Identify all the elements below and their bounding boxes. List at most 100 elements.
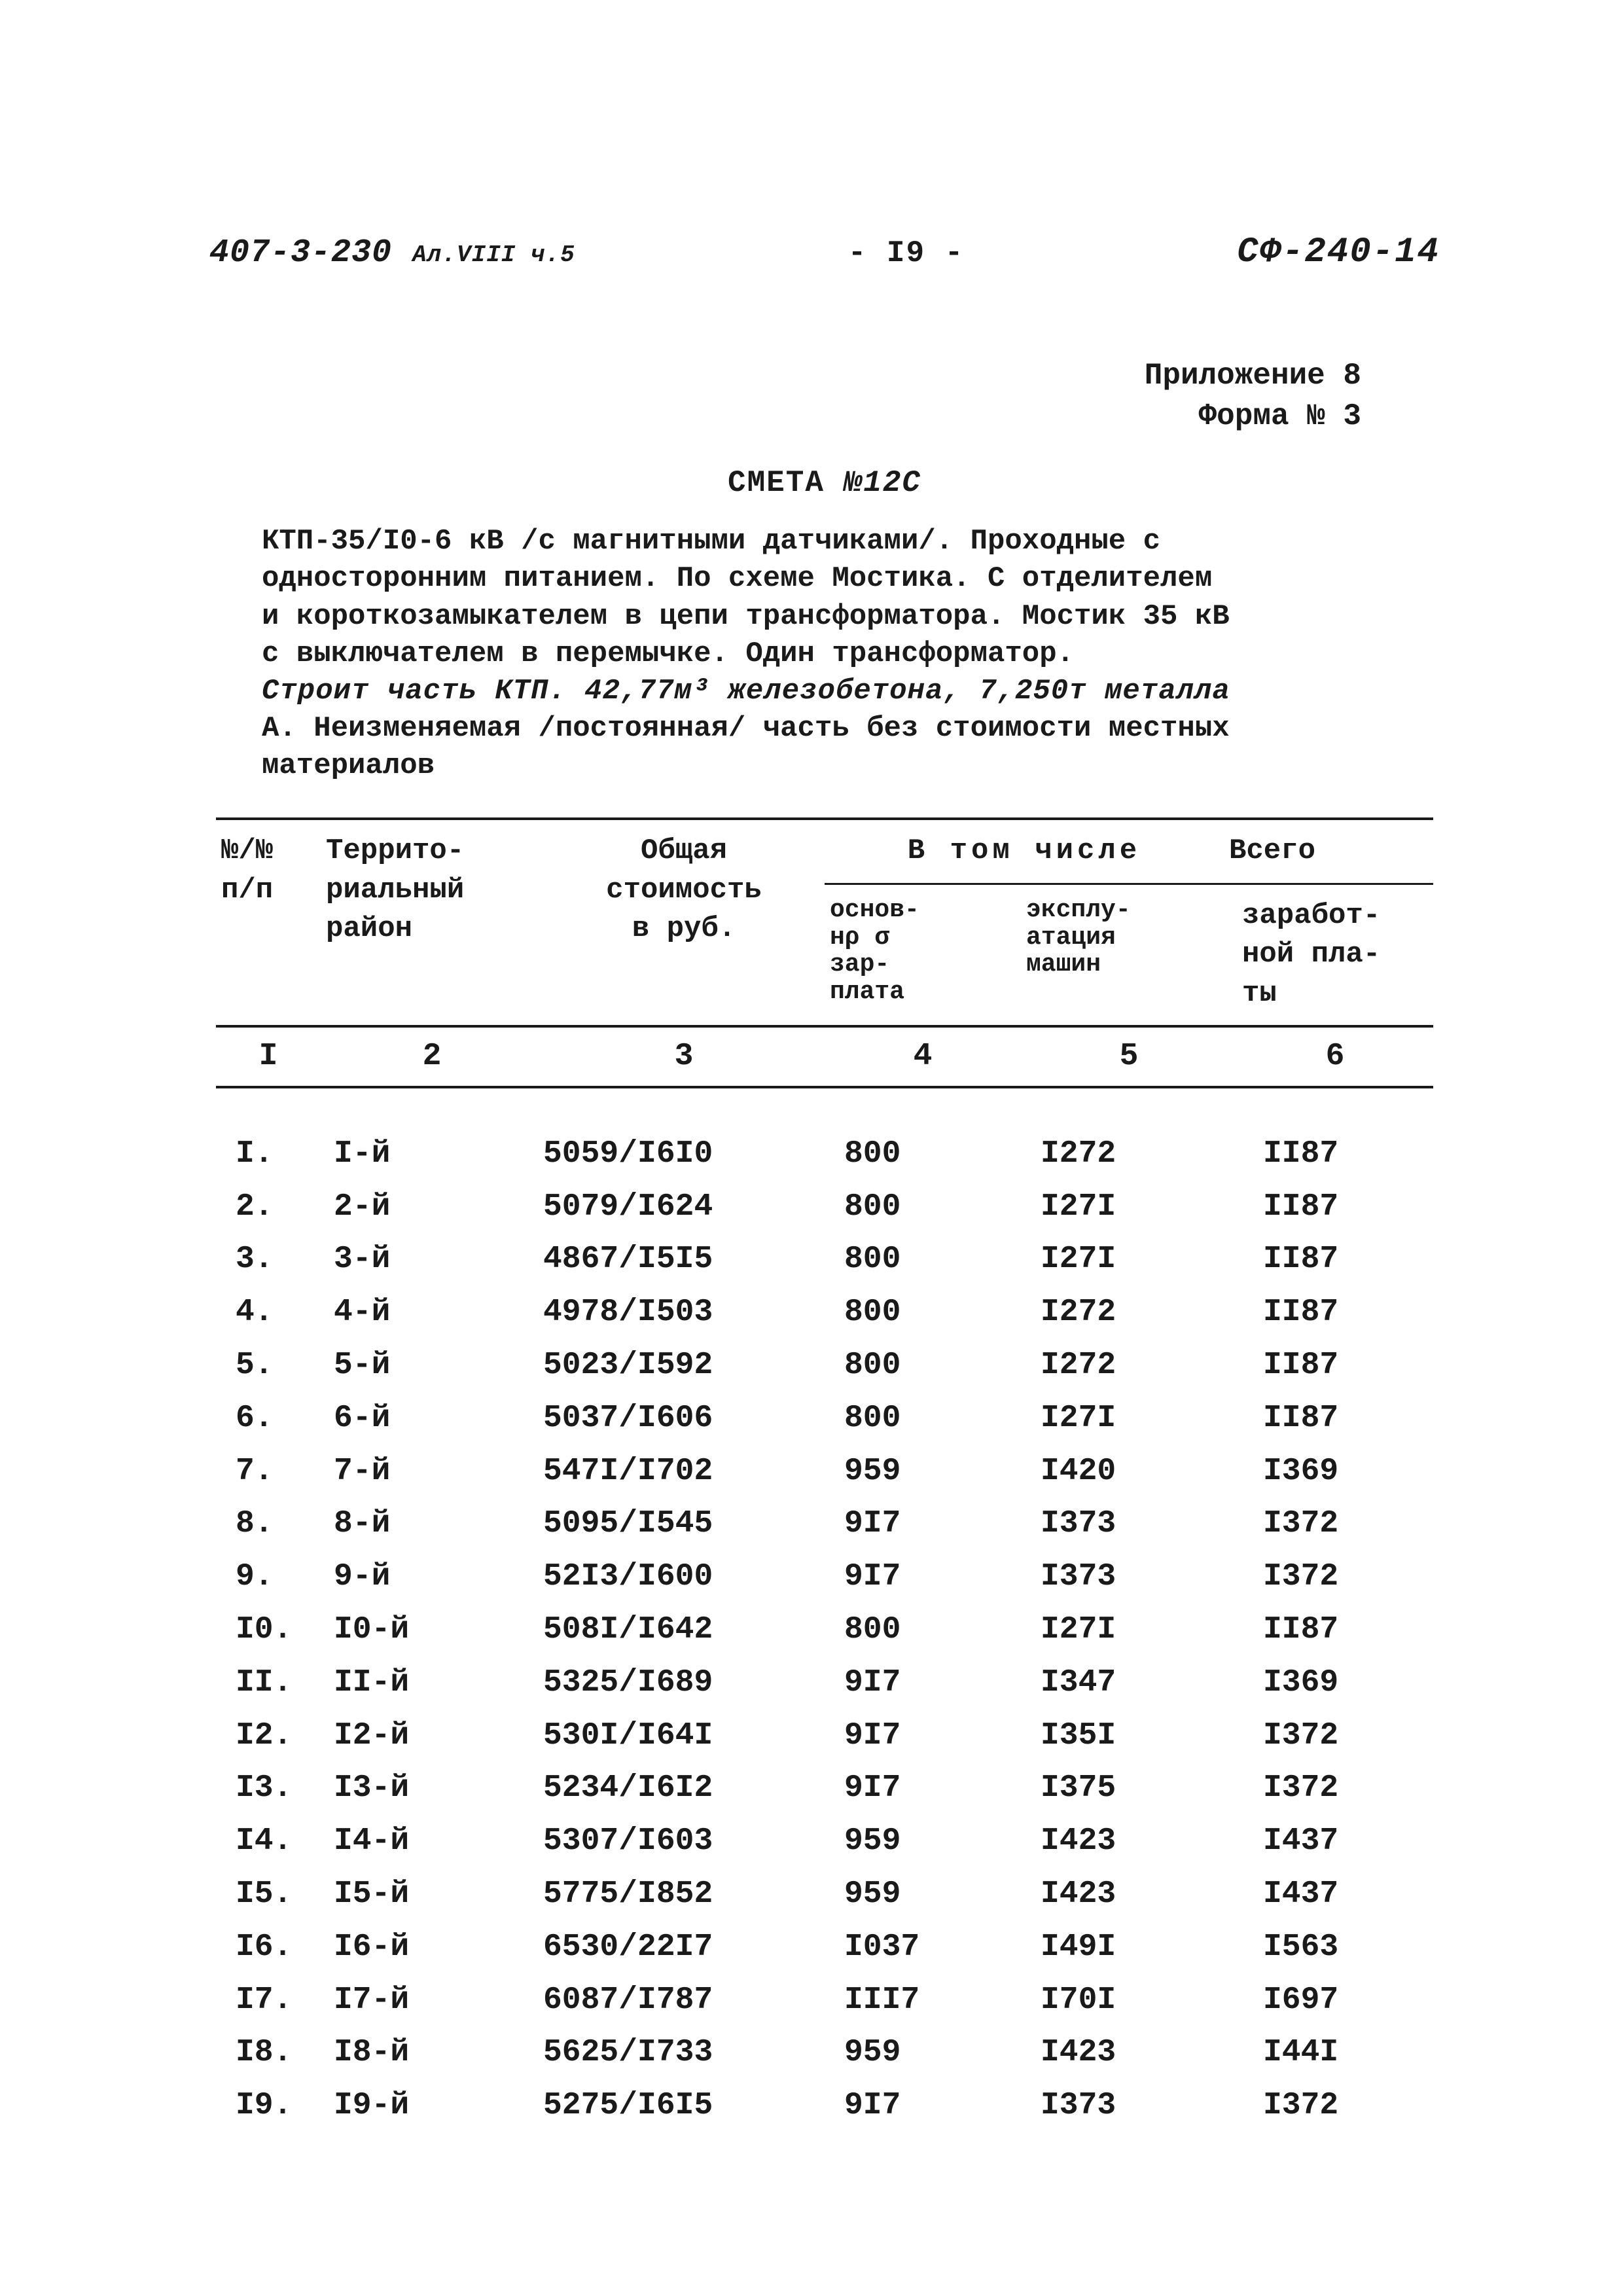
desc-line-italic: Строит часть КТП. 42,77м³ железобетона, … xyxy=(262,673,1414,710)
appendix-block: Приложение 8 Форма № 3 xyxy=(209,355,1440,437)
doc-code-left-sub: Ал.VIII ч.5 xyxy=(412,242,575,268)
cell-ekspl: I49I xyxy=(1021,1926,1237,1969)
table-body: I.I-й5059/I6I0800I272II872.2-й5079/I6248… xyxy=(216,1128,1433,2132)
estimate-table: №/№ п/п Террито- риальный район Общая ст… xyxy=(216,817,1433,2132)
page-header: 407-3-230 Ал.VIII ч.5 - I9 - СФ-240-14 xyxy=(209,229,1440,277)
desc-line: и короткозамыкателем в цепи трансформато… xyxy=(262,598,1414,636)
cell-ekspl: I27I xyxy=(1021,1186,1237,1229)
cell-vsego: I369 xyxy=(1237,1662,1433,1704)
table-row: 9.9-й52I3/I6009I7I373I372 xyxy=(216,1551,1433,1604)
th-text: атация xyxy=(1026,924,1232,952)
table-row: I4.I4-й5307/I603959I423I437 xyxy=(216,1815,1433,1868)
cell-region: 7-й xyxy=(321,1450,543,1493)
th-text: эксплу- xyxy=(1026,897,1232,924)
desc-line: КТП-35/I0-6 кВ /с магнитными датчиками/.… xyxy=(262,523,1414,560)
th-col6-top: Всего xyxy=(1224,820,1433,882)
cell-osnov: 800 xyxy=(825,1609,1021,1651)
cell-osnov: 800 xyxy=(825,1186,1021,1229)
th-text: стоимость xyxy=(548,871,819,910)
cell-vsego: II87 xyxy=(1237,1609,1433,1651)
cell-total: 5023/I592 xyxy=(543,1344,825,1387)
th-text: п/п xyxy=(221,871,315,910)
cell-index: 2. xyxy=(216,1186,321,1229)
cell-osnov: III7 xyxy=(825,1979,1021,2022)
cell-index: I4. xyxy=(216,1820,321,1863)
cell-osnov: 959 xyxy=(825,1820,1021,1863)
cell-vsego: I372 xyxy=(1237,1503,1433,1545)
cell-index: I5. xyxy=(216,1873,321,1916)
cell-region: 6-й xyxy=(321,1397,543,1440)
cell-index: 6. xyxy=(216,1397,321,1440)
cell-index: I8. xyxy=(216,2032,321,2074)
table-row: 2.2-й5079/I624800I27III87 xyxy=(216,1181,1433,1234)
th-col1: №/№ п/п xyxy=(216,820,321,1025)
colnum: 4 xyxy=(825,1035,1021,1078)
cell-vsego: I372 xyxy=(1237,1767,1433,1810)
cell-ekspl: I272 xyxy=(1021,1344,1237,1387)
doc-code-left: 407-3-230 xyxy=(209,234,392,272)
th-text: район xyxy=(326,910,538,948)
th-text: зар- xyxy=(830,951,1016,978)
table-row: II.II-й5325/I6899I7I347I369 xyxy=(216,1657,1433,1710)
table-row: I7.I7-й6087/I787III7I70II697 xyxy=(216,1974,1433,2027)
th-text: №/№ xyxy=(221,832,315,870)
cell-ekspl: I35I xyxy=(1021,1715,1237,1757)
cell-osnov: 9I7 xyxy=(825,1556,1021,1598)
cell-ekspl: I27I xyxy=(1021,1397,1237,1440)
description-block: КТП-35/I0-6 кВ /с магнитными датчиками/.… xyxy=(262,523,1414,785)
cell-total: 4978/I503 xyxy=(543,1291,825,1334)
title-number: №12С xyxy=(844,466,921,500)
cell-vsego: I437 xyxy=(1237,1873,1433,1916)
desc-line: односторонним питанием. По схеме Мостика… xyxy=(262,560,1414,598)
table-header-row: №/№ п/п Террито- риальный район Общая ст… xyxy=(216,817,1433,1025)
cell-index: I. xyxy=(216,1133,321,1175)
desc-line: А. Неизменяемая /постоянная/ часть без с… xyxy=(262,710,1414,747)
table-row: I8.I8-й5625/I733959I423I44I xyxy=(216,2026,1433,2079)
cell-osnov: 800 xyxy=(825,1133,1021,1175)
table-row: I9.I9-й5275/I6I59I7I373I372 xyxy=(216,2079,1433,2132)
th-text: ты xyxy=(1242,975,1428,1013)
cell-vsego: I369 xyxy=(1237,1450,1433,1493)
cell-index: 4. xyxy=(216,1291,321,1334)
cell-osnov: 800 xyxy=(825,1291,1021,1334)
cell-region: 2-й xyxy=(321,1186,543,1229)
cell-region: I3-й xyxy=(321,1767,543,1810)
cell-index: I6. xyxy=(216,1926,321,1969)
th-text: заработ- xyxy=(1242,897,1428,935)
cell-index: II. xyxy=(216,1662,321,1704)
cell-ekspl: I272 xyxy=(1021,1291,1237,1334)
th-col3: Общая стоимость в руб. xyxy=(543,820,825,1025)
cell-osnov: 9I7 xyxy=(825,1662,1021,1704)
th-col6: заработ- ной пла- ты xyxy=(1237,885,1433,1025)
cell-region: I0-й xyxy=(321,1609,543,1651)
colnum: 5 xyxy=(1021,1035,1237,1078)
th-text: основ- xyxy=(830,897,1016,924)
table-row: I.I-й5059/I6I0800I272II87 xyxy=(216,1128,1433,1181)
cell-region: 8-й xyxy=(321,1503,543,1545)
table-row: 7.7-й547I/I702959I420I369 xyxy=(216,1445,1433,1498)
cell-vsego: I563 xyxy=(1237,1926,1433,1969)
cell-ekspl: I420 xyxy=(1021,1450,1237,1493)
cell-ekspl: I373 xyxy=(1021,1503,1237,1545)
table-row: I3.I3-й5234/I6I29I7I375I372 xyxy=(216,1762,1433,1815)
table-row: 5.5-й5023/I592800I272II87 xyxy=(216,1339,1433,1392)
th-text: плата xyxy=(830,978,1016,1006)
appendix-line1: Приложение 8 xyxy=(209,355,1361,396)
th-text: Террито- xyxy=(326,832,538,870)
cell-region: I4-й xyxy=(321,1820,543,1863)
cell-total: 5325/I689 xyxy=(543,1662,825,1704)
cell-ekspl: I423 xyxy=(1021,2032,1237,2074)
th-right-group: В том числе Всего основ- нρ σ зар- плата… xyxy=(825,820,1433,1025)
cell-total: 5037/I606 xyxy=(543,1397,825,1440)
cell-total: 530I/I64I xyxy=(543,1715,825,1757)
cell-total: 5095/I545 xyxy=(543,1503,825,1545)
table-row: 4.4-й4978/I503800I272II87 xyxy=(216,1286,1433,1339)
cell-vsego: II87 xyxy=(1237,1344,1433,1387)
table-row: 3.3-й4867/I5I5800I27III87 xyxy=(216,1233,1433,1286)
column-number-row: I 2 3 4 5 6 xyxy=(216,1025,1433,1088)
cell-total: 6087/I787 xyxy=(543,1979,825,2022)
table-row: 6.6-й5037/I606800I27III87 xyxy=(216,1392,1433,1445)
cell-osnov: 800 xyxy=(825,1397,1021,1440)
cell-index: 7. xyxy=(216,1450,321,1493)
cell-osnov: 9I7 xyxy=(825,1767,1021,1810)
